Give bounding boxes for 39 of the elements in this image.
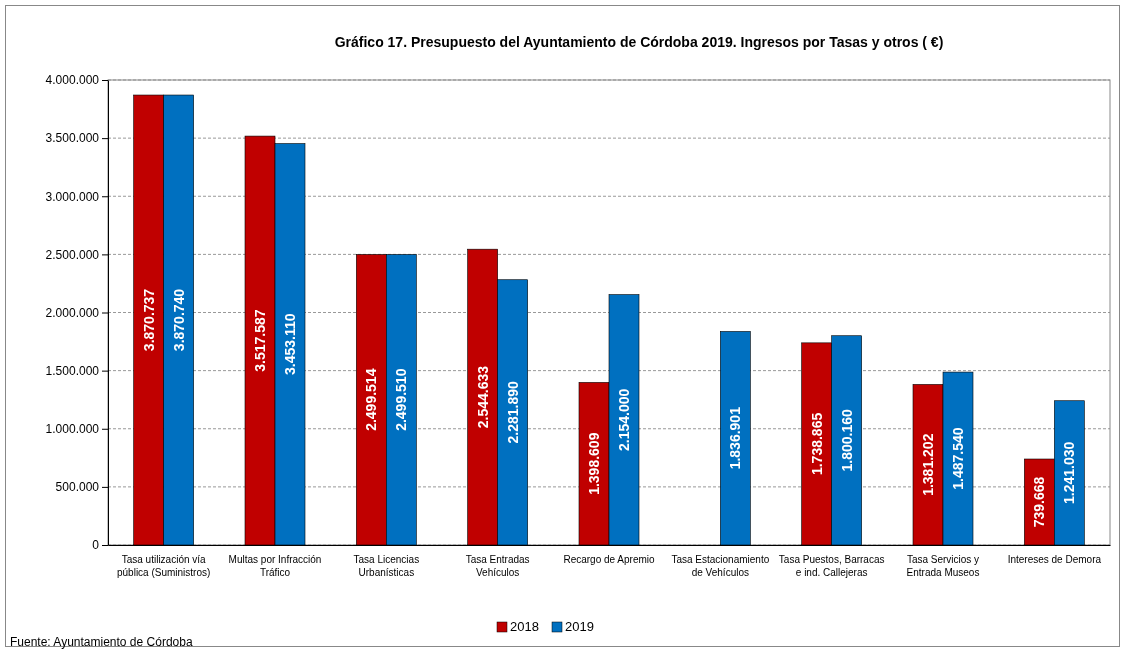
x-tick-label: Tasa Entradas Vehículos <box>465 554 530 578</box>
y-tick-label: 1.000.000 <box>45 422 100 437</box>
data-label: 3.870.737 <box>140 288 157 352</box>
data-label: 2.154.000 <box>616 388 632 451</box>
data-label: 1.487.540 <box>950 427 966 490</box>
data-label: 1.241.030 <box>1061 441 1078 505</box>
legend-label: 2018 <box>510 619 539 634</box>
x-tick-label: Multas por Infracción Tráfico <box>228 554 322 578</box>
x-tick-label: Tasa Puestos, Barracas e ind. Callejeras <box>778 554 885 578</box>
data-label: 1.398.609 <box>586 432 602 495</box>
data-label: 3.517.587 <box>252 309 268 372</box>
x-tick-label: Recargo de Apremio <box>563 554 656 565</box>
x-tick-label: Tasa Servicios y Entrada Museos <box>906 554 980 578</box>
data-label: 2.499.514 <box>363 368 380 431</box>
x-tick-label: Tasa Estacionamiento de Vehículos <box>671 554 770 578</box>
y-tick-label: 2.500.000 <box>45 247 100 262</box>
data-label: 1.836.901 <box>727 406 744 470</box>
y-tick-label: 500.000 <box>55 480 100 495</box>
y-tick-label: 1.500.000 <box>45 363 100 378</box>
y-tick-label: 0 <box>92 538 100 553</box>
data-label: 1.381.202 <box>920 433 936 496</box>
y-tick-label: 2.000.000 <box>45 305 100 320</box>
legend-label: 2019 <box>565 619 594 634</box>
data-label: 2.499.510 <box>393 368 410 431</box>
data-label: 3.870.740 <box>170 288 187 352</box>
source-note: Fuente: Ayuntamiento de Córdoba <box>10 635 193 649</box>
data-label: 739.668 <box>1031 476 1048 528</box>
x-tick-label: Tasa Licencias Urbanísticas <box>353 554 420 578</box>
chart-title: Gráfico 17. Presupuesto del Ayuntamiento de Córdoba 2019. Ingresos por Tasas y otros ( €) <box>334 34 944 50</box>
y-tick-label: 3.500.000 <box>45 131 100 146</box>
x-tick-label: Intereses de Demora <box>1007 554 1102 565</box>
data-label: 2.281.890 <box>504 381 521 444</box>
x-tick-label: Tasa utilización vía pública (Suministros) <box>116 554 211 578</box>
data-label: 1.800.160 <box>838 409 855 472</box>
data-label: 3.453.110 <box>282 313 298 376</box>
y-tick-label: 3.000.000 <box>45 189 100 204</box>
y-tick-label: 4.000.000 <box>45 73 100 88</box>
data-label: 2.544.633 <box>474 365 491 429</box>
data-label: 1.738.865 <box>808 412 825 476</box>
